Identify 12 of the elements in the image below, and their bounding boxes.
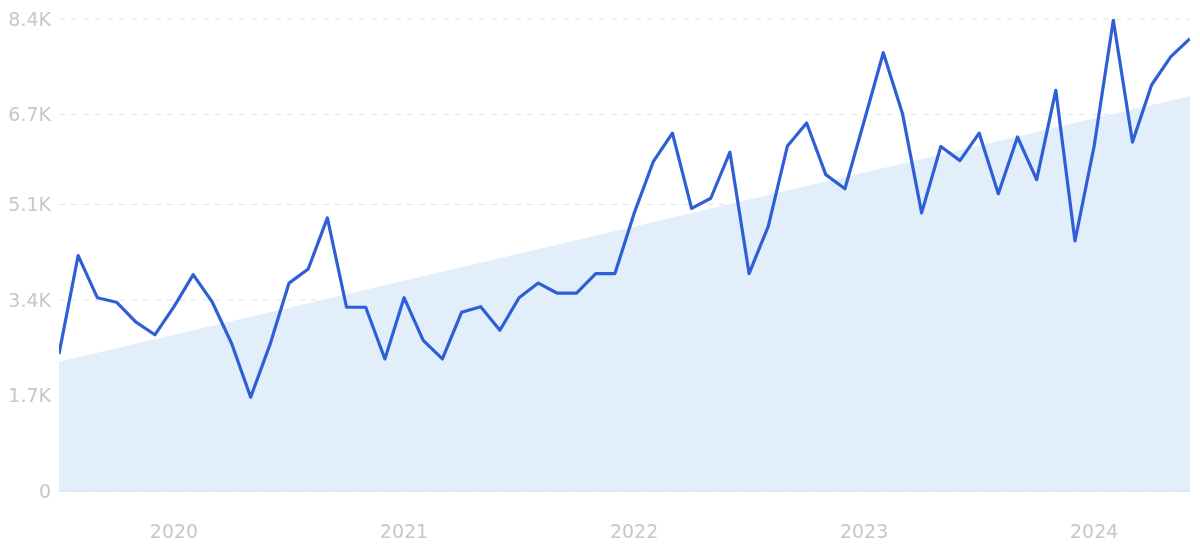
x-tick-label: 2020 [149, 520, 199, 543]
y-tick-label: 5.1K [8, 193, 52, 216]
y-tick-label: 1.7K [8, 384, 52, 407]
line-series [59, 19, 1190, 399]
y-tick-label: 3.4K [8, 288, 52, 311]
x-tick-label: 2024 [1069, 520, 1119, 543]
y-tick-label: 6.7K [8, 103, 52, 126]
x-tick-label: 2022 [609, 520, 659, 543]
y-tick-label: 0 [38, 479, 51, 502]
x-tick-label: 2023 [839, 520, 889, 543]
y-tick-label: 8.4K [8, 7, 52, 30]
x-tick-label: 2021 [379, 520, 429, 543]
